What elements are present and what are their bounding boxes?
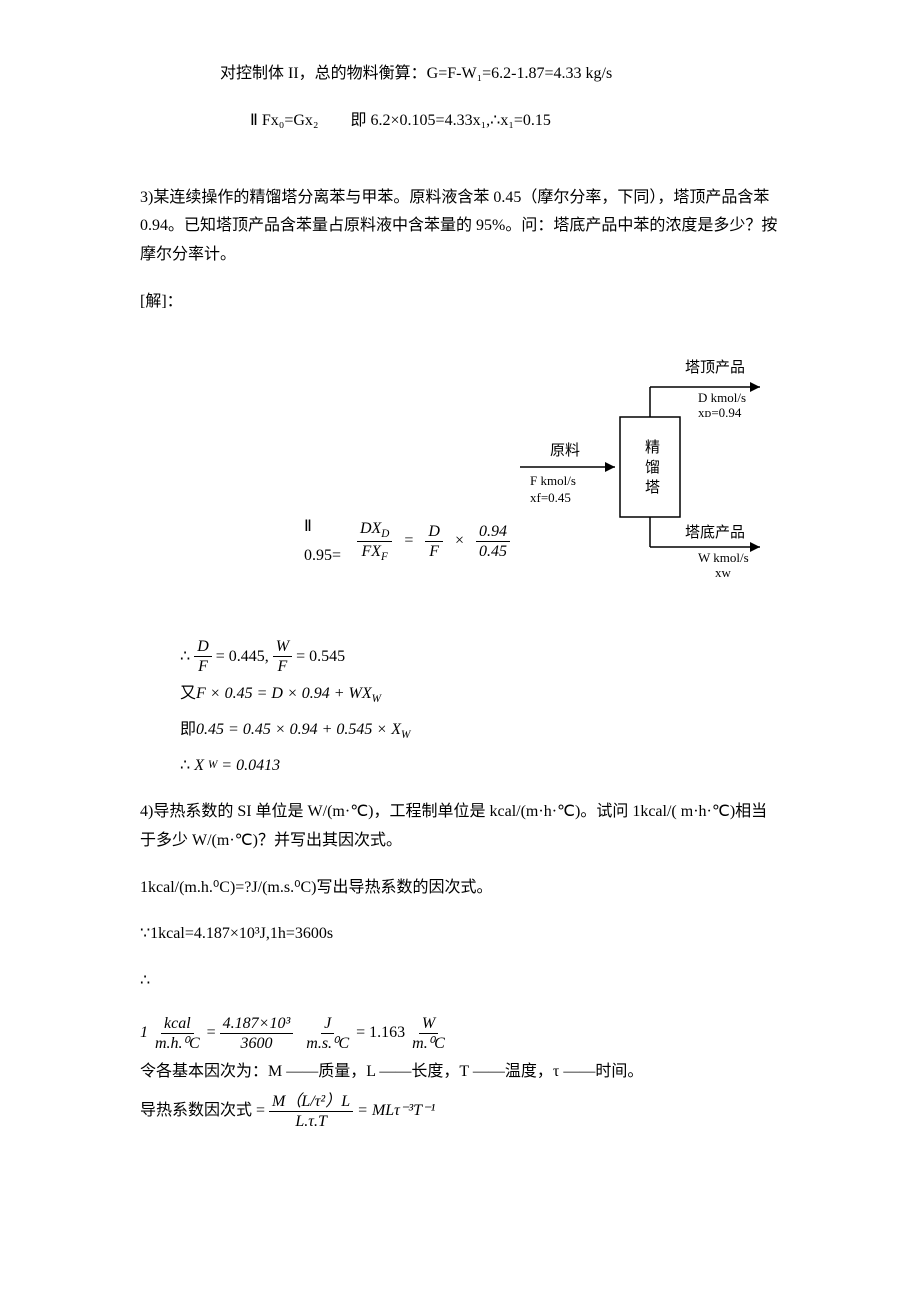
fe-ln: kcal <box>161 1014 194 1034</box>
f3n: 0.94 <box>476 522 510 542</box>
d1f1d: F <box>195 657 211 676</box>
f1ds: F <box>381 551 388 563</box>
eq-times: × <box>455 527 464 556</box>
dim-r: = MLτ⁻³T⁻¹ <box>357 1092 435 1130</box>
eq-mid: = <box>404 527 413 556</box>
f1n: DX <box>360 520 381 537</box>
d2s: W <box>372 693 381 705</box>
d1f2d: F <box>275 657 291 676</box>
s2-line2: Ⅱ Fx₀=Gx₂ 即 6.2×0.105=4.33x₁,∴x₁=0.15 <box>140 107 780 136</box>
final-eq-block: 1 kcal m.h.⁰C = 4.187×10³ 3600 J m.s.⁰C … <box>140 1014 780 1131</box>
fe-rv: = 1.163 <box>356 1014 405 1052</box>
s4-line2: ∵1kcal=4.187×10³J,1h=3600s <box>140 920 780 949</box>
bottom-xw: xᴡ <box>715 565 732 580</box>
f2d: F <box>426 542 442 561</box>
dim-intro: 令各基本因次为：M ——质量，L ——长度，T ——温度，τ ——时间。 <box>140 1053 780 1091</box>
fe-rn: W <box>419 1014 438 1034</box>
top-D: D kmol/s <box>698 390 746 405</box>
deriv-l1: ∴ D F = 0.445, W F = 0.545 <box>180 637 780 676</box>
f2n: D <box>425 522 443 542</box>
final-eq-line: 1 kcal m.h.⁰C = 4.187×10³ 3600 J m.s.⁰C … <box>140 1014 780 1053</box>
distillation-diagram: 原料 F kmol/s xf=0.45 精 馏 塔 塔顶产品 D kmol/s … <box>520 337 780 597</box>
f1ns: D <box>381 528 389 540</box>
dim-intro-text: 令各基本因次为：M ——质量，L ——长度，T ——温度，τ ——时间。 <box>140 1053 643 1091</box>
dim-eq: 导热系数因次式 = M（L/τ²）L L.τ.T = MLτ⁻³T⁻¹ <box>140 1092 780 1131</box>
deriv-l2: 又又F × 0.45 = D × 0.94 + WXF × 0.45 = D ×… <box>180 676 780 712</box>
s2-line1: 对控制体 II，总的物料衡算：G=F-W₁=6.2-1.87=4.33 kg/s <box>140 60 780 89</box>
dim-d: L.τ.T <box>292 1112 330 1131</box>
d1-end: = 0.545 <box>296 639 345 674</box>
top-product-label: 塔顶产品 <box>685 359 745 376</box>
dim-pre: 导热系数因次式 = <box>140 1092 265 1130</box>
frac-dxfx: DXD FXF <box>357 519 392 565</box>
tower2: 馏 <box>645 459 660 476</box>
d4s: W <box>208 753 217 778</box>
f3d: 0.45 <box>476 542 510 561</box>
bottom-W: W kmol/s <box>698 550 749 565</box>
fe-md: 3600 <box>237 1034 275 1053</box>
fe-m2n: J <box>321 1014 334 1034</box>
fe-rd: m.⁰C <box>409 1034 448 1053</box>
bottom-product-label: 塔底产品 <box>685 524 745 541</box>
d1-pre: ∴ <box>180 639 190 674</box>
fe-1: 1 <box>140 1014 148 1052</box>
s4-problem: 4)导热系数的 SI 单位是 W/(m·℃)，工程制单位是 kcal/(m·h·… <box>140 798 780 856</box>
diagram-row: Ⅱ 0.95= DXD FXF = D F × 0.94 0.45 原料 F k… <box>140 337 780 597</box>
fe-mn: 4.187×10³ <box>220 1014 294 1034</box>
deriv-l4: ∴ XW = 0.0413 <box>180 748 780 783</box>
f1d: FX <box>361 543 381 560</box>
s2-line2-right: 即 6.2×0.105=4.33x₁,∴x₁=0.15 <box>351 112 551 129</box>
derivation-block: ∴ D F = 0.445, W F = 0.545 又又F × 0.45 = … <box>180 637 780 783</box>
s4-line1: 1kcal/(m.h.⁰C)=?J/(m.s.⁰C)写出导热系数的因次式。 <box>140 874 780 903</box>
fe-ld: m.h.⁰C <box>152 1034 203 1053</box>
s3-problem: 3)某连续操作的精馏塔分离苯与甲苯。原料液含苯 0.45（摩尔分率，下同），塔顶… <box>140 184 780 270</box>
d4e: = 0.0413 <box>221 748 280 783</box>
tower3: 塔 <box>645 479 660 496</box>
eq-prefix-text: Ⅱ 0.95= <box>304 513 345 571</box>
tower1: 精 <box>645 439 660 456</box>
d1f1n: D <box>194 637 212 657</box>
feed-xf: xf=0.45 <box>530 490 571 505</box>
d3s: W <box>401 729 410 741</box>
top-xd: xᴅ=0.94 <box>698 405 742 420</box>
fe-m2d: m.s.⁰C <box>303 1034 352 1053</box>
feed-label: 原料 <box>550 442 580 459</box>
s2-line2-left: Ⅱ Fx₀=Gx₂ <box>250 112 319 129</box>
dim-n: M（L/τ²）L <box>269 1092 353 1112</box>
s3-solution-label: [解]： <box>140 288 780 317</box>
s4-line3: ∴ <box>140 967 780 996</box>
page: 对控制体 II，总的物料衡算：G=F-W₁=6.2-1.87=4.33 kg/s… <box>0 0 920 1191</box>
d1f2n: W <box>273 637 292 657</box>
fe-eq1: = <box>207 1014 216 1052</box>
feed-F: F kmol/s <box>530 473 576 488</box>
deriv-l3: 即0.45 = 0.45 × 0.94 + 0.545 × XW <box>180 712 780 748</box>
frac-094-045: 0.94 0.45 <box>476 522 510 561</box>
d1-mid: = 0.445, <box>216 639 269 674</box>
eq-095: Ⅱ 0.95= DXD FXF = D F × 0.94 0.45 <box>304 363 510 571</box>
frac-df: D F <box>425 522 443 561</box>
